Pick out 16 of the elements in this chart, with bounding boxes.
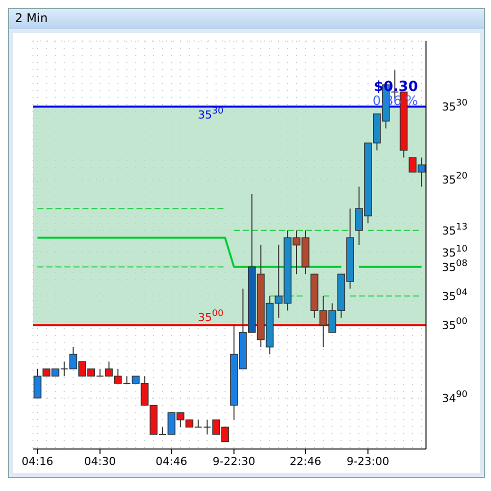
y-tick-label: 35$^{30}$ [442,98,468,114]
x-tick-label: 04:46 [156,455,188,468]
y-tick-label: 35$^{10}$ [442,244,468,260]
chart-title: 2 Min [9,9,484,29]
y-tick-label: 35$^{13}$ [442,222,468,238]
y-tick-label: 35$^{08}$ [442,258,468,274]
x-tick-label: 04:16 [22,455,54,468]
x-tick-label: 22:46 [290,455,322,468]
y-tick-label: 35$^{20}$ [442,171,468,186]
annotation: 35$^{00}$ [198,309,224,324]
x-tick-label: 9-23:00 [346,455,390,468]
x-tick-label: 04:30 [84,455,116,468]
y-tick-label: 35$^{00}$ [442,317,468,332]
y-tick-label: 34$^{90}$ [442,390,468,405]
y-tick-label: 35$^{04}$ [442,288,468,303]
x-tick-label: 9-22:30 [212,455,256,468]
